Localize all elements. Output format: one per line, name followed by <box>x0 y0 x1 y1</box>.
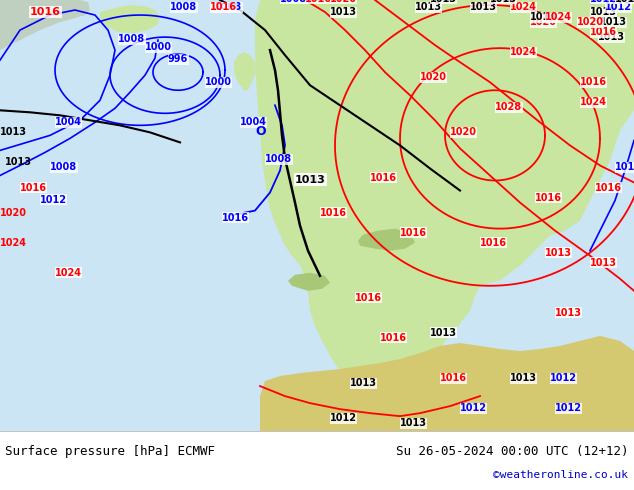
Text: 1016: 1016 <box>580 77 607 87</box>
Text: 1012: 1012 <box>605 2 632 12</box>
Text: 1008: 1008 <box>215 2 242 12</box>
Polygon shape <box>255 0 634 431</box>
Polygon shape <box>260 336 634 431</box>
Text: 1016: 1016 <box>320 208 347 218</box>
Text: 1013: 1013 <box>400 418 427 428</box>
Text: 1008: 1008 <box>265 154 292 165</box>
Text: 1024: 1024 <box>510 2 537 12</box>
Text: 1024: 1024 <box>580 98 607 107</box>
Text: 1012: 1012 <box>550 373 577 383</box>
Text: 1013: 1013 <box>470 2 497 12</box>
Text: 1024: 1024 <box>55 268 82 278</box>
Text: 1013: 1013 <box>430 0 457 4</box>
Polygon shape <box>288 273 330 291</box>
Text: 1013: 1013 <box>300 174 327 185</box>
Text: 1016: 1016 <box>480 238 507 247</box>
Text: 1013: 1013 <box>430 328 457 338</box>
Text: O: O <box>255 125 266 138</box>
Text: 1012: 1012 <box>555 403 582 413</box>
Text: 1016: 1016 <box>400 228 427 238</box>
Polygon shape <box>234 52 256 90</box>
Text: 1012: 1012 <box>40 195 67 204</box>
Text: 1016: 1016 <box>210 2 237 12</box>
Text: 1013: 1013 <box>545 248 572 258</box>
Text: 1020: 1020 <box>330 0 357 4</box>
Text: 1016: 1016 <box>380 333 407 343</box>
Text: 1013: 1013 <box>530 12 557 22</box>
Polygon shape <box>0 0 634 431</box>
Text: 1016: 1016 <box>440 373 467 383</box>
Text: 1013: 1013 <box>590 7 617 17</box>
Text: 1013: 1013 <box>598 32 625 42</box>
Text: 1024: 1024 <box>545 12 572 22</box>
Text: 1013: 1013 <box>415 2 442 12</box>
Text: 1004: 1004 <box>55 117 82 127</box>
Text: 1016: 1016 <box>30 7 61 17</box>
Text: 1008: 1008 <box>280 0 307 4</box>
Text: 1013: 1013 <box>330 7 357 17</box>
Text: 1000: 1000 <box>205 77 232 87</box>
Text: 1016: 1016 <box>535 193 562 202</box>
Polygon shape <box>100 5 160 33</box>
Text: 1008: 1008 <box>50 163 77 172</box>
Text: 1013: 1013 <box>490 0 517 4</box>
Text: 1016: 1016 <box>355 293 382 303</box>
Text: ©weatheronline.co.uk: ©weatheronline.co.uk <box>493 470 628 480</box>
Text: 1016: 1016 <box>595 183 622 193</box>
Text: 1012: 1012 <box>615 163 634 172</box>
Text: 1013: 1013 <box>0 127 27 137</box>
Text: 1012: 1012 <box>460 403 487 413</box>
Text: 1016: 1016 <box>222 213 249 222</box>
Polygon shape <box>0 0 90 50</box>
Text: 1013: 1013 <box>590 258 617 268</box>
Text: 1013: 1013 <box>5 157 32 168</box>
Polygon shape <box>358 229 415 251</box>
Text: 1000: 1000 <box>145 42 172 52</box>
Text: 1028: 1028 <box>495 102 522 112</box>
Text: Surface pressure [hPa] ECMWF: Surface pressure [hPa] ECMWF <box>5 445 215 458</box>
Text: 1012: 1012 <box>590 0 617 4</box>
Text: 1013: 1013 <box>555 308 582 318</box>
Text: Su 26-05-2024 00:00 UTC (12+12): Su 26-05-2024 00:00 UTC (12+12) <box>396 445 628 458</box>
Text: 1004: 1004 <box>240 117 267 127</box>
Text: 1020: 1020 <box>450 127 477 137</box>
Text: 1013: 1013 <box>615 0 634 4</box>
Text: 1012: 1012 <box>330 413 357 423</box>
Text: 1020: 1020 <box>0 208 27 218</box>
Text: 1020: 1020 <box>577 17 604 27</box>
Text: 1016: 1016 <box>305 0 332 4</box>
Text: 1020: 1020 <box>530 17 557 27</box>
Text: 1013: 1013 <box>350 378 377 388</box>
Text: 1013: 1013 <box>510 373 537 383</box>
Text: 1024: 1024 <box>510 47 537 57</box>
Text: 1020: 1020 <box>420 72 447 82</box>
Text: 1013: 1013 <box>600 17 627 27</box>
Text: 1024: 1024 <box>0 238 27 247</box>
Polygon shape <box>256 30 290 130</box>
Polygon shape <box>368 0 470 180</box>
Text: 1008: 1008 <box>118 34 145 44</box>
Text: 1016: 1016 <box>370 172 397 182</box>
Text: 1013: 1013 <box>295 174 326 185</box>
Text: 1016: 1016 <box>590 27 617 37</box>
Text: 1008: 1008 <box>170 2 197 12</box>
Text: 996: 996 <box>168 54 188 64</box>
Text: 1016: 1016 <box>20 183 47 193</box>
